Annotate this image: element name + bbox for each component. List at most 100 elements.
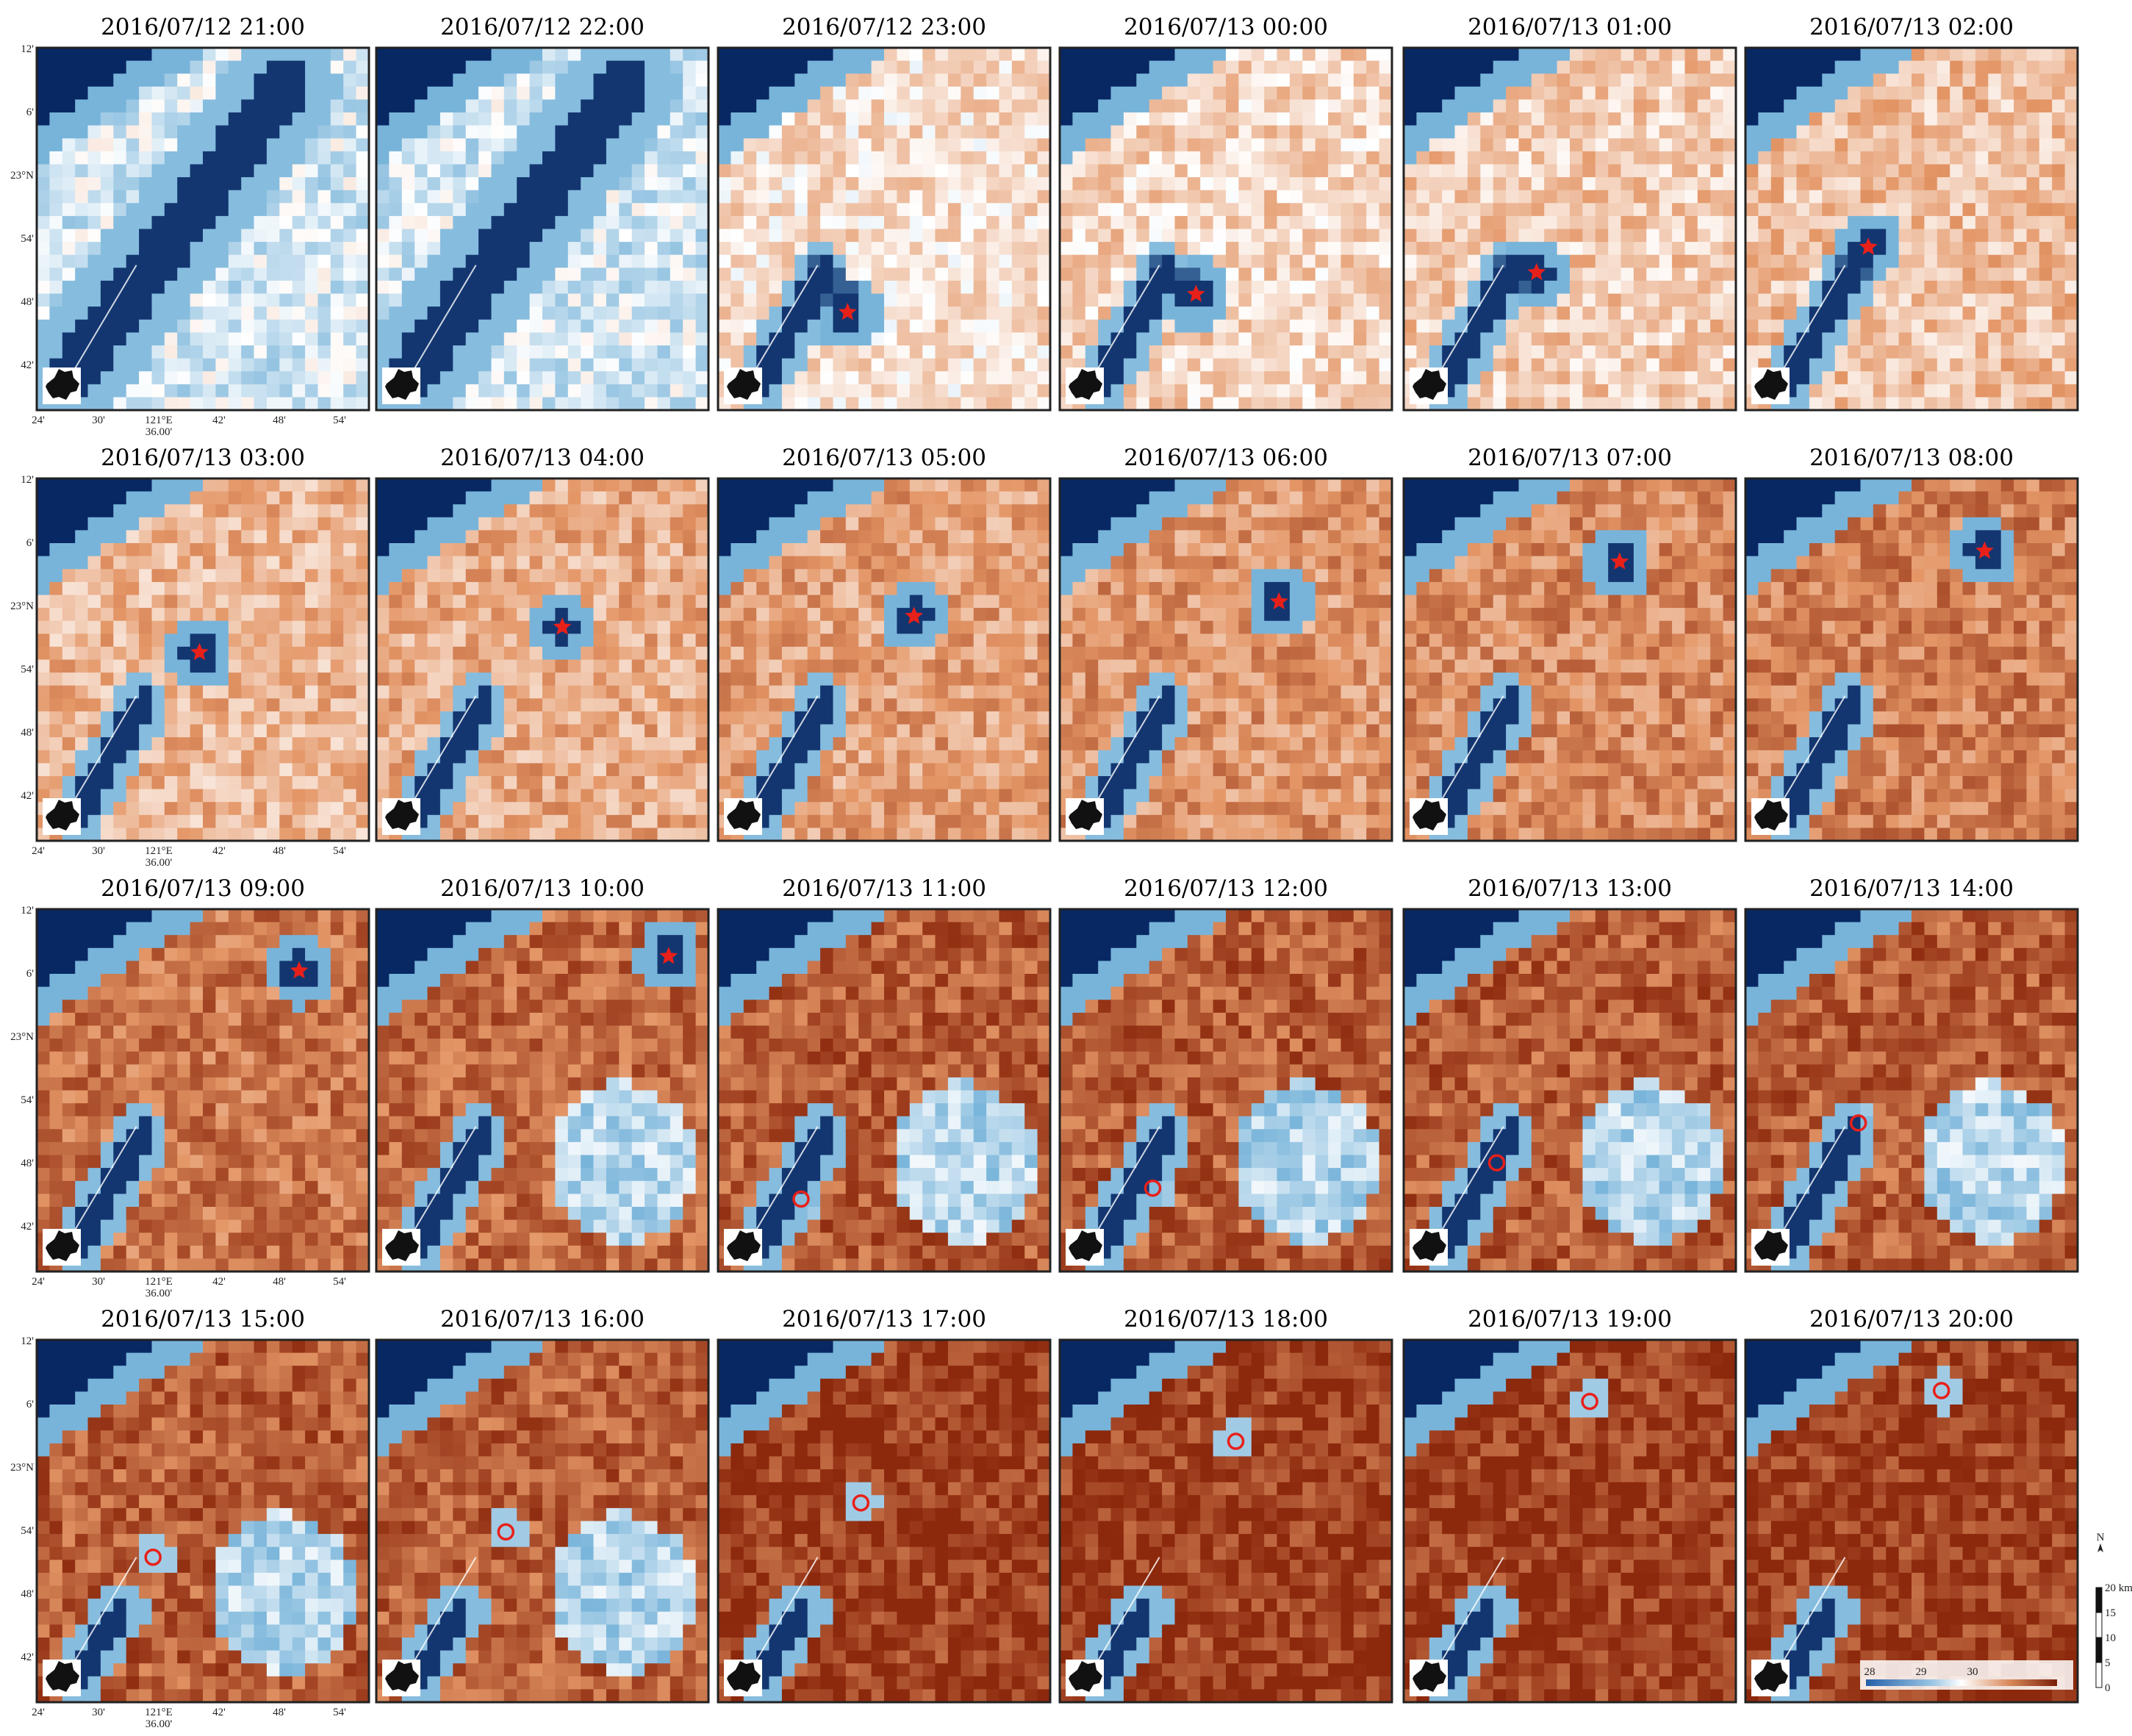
grid-cell — [254, 634, 268, 648]
grid-cell — [1454, 215, 1468, 230]
grid-cell — [1962, 319, 1976, 333]
grid-cell — [1442, 280, 1456, 295]
grid-cell — [1024, 48, 1038, 62]
grid-cell — [113, 478, 127, 492]
grid-cell — [1570, 345, 1583, 359]
grid-cell — [427, 242, 441, 256]
grid-cell — [1060, 125, 1073, 139]
grid-cell — [292, 138, 306, 152]
grid-cell — [215, 595, 229, 609]
grid-cell — [465, 397, 479, 411]
grid-cell — [1187, 125, 1201, 139]
grid-cell — [356, 86, 370, 100]
grid-cell — [1506, 190, 1520, 204]
grid-cell — [1098, 151, 1112, 165]
grid-cell — [1340, 268, 1354, 281]
event-star — [1527, 262, 1546, 281]
grid-cell — [1988, 268, 2002, 281]
grid-cell — [1912, 73, 1925, 87]
grid-cell — [1149, 397, 1163, 411]
grid-cell — [343, 543, 357, 557]
grid-cell — [203, 620, 216, 634]
grid-cell — [414, 229, 428, 243]
grid-cell — [164, 634, 178, 648]
grid-cell — [266, 138, 280, 152]
grid-cell — [1506, 215, 1520, 230]
grid-cell — [973, 254, 987, 268]
grid-cell — [743, 215, 757, 230]
grid-cell — [1289, 306, 1303, 320]
grid-cell — [1950, 268, 1964, 281]
grid-cell — [1822, 86, 1836, 100]
grid-cell — [567, 203, 581, 217]
grid-cell — [581, 112, 595, 126]
grid-cell — [743, 48, 757, 62]
grid-cell — [1912, 242, 1925, 256]
grid-cell — [1379, 86, 1393, 100]
grid-cell — [279, 203, 293, 217]
grid-cell — [1136, 190, 1150, 204]
grid-cell — [1784, 203, 1798, 217]
grid-cell — [1136, 112, 1150, 126]
grid-cell — [670, 125, 683, 139]
grid-cell — [356, 125, 370, 139]
grid-cell — [769, 371, 783, 385]
grid-cell — [75, 737, 89, 751]
grid-cell — [401, 138, 415, 152]
grid-cell — [2052, 332, 2066, 346]
grid-cell — [2039, 358, 2053, 372]
grid-cell — [1264, 203, 1278, 217]
grid-cell — [317, 685, 331, 699]
grid-cell — [1149, 190, 1163, 204]
grid-cell — [330, 280, 344, 295]
grid-cell — [1037, 319, 1051, 333]
grid-cell — [317, 268, 331, 281]
grid-cell — [769, 177, 783, 191]
grid-cell — [1315, 164, 1329, 178]
grid-cell — [1822, 397, 1836, 411]
grid-cell — [1098, 138, 1112, 152]
grid-cell — [909, 254, 923, 268]
grid-cell — [1937, 190, 1950, 204]
grid-cell — [1834, 99, 1848, 113]
grid-cell — [986, 60, 1000, 74]
grid-cell — [619, 397, 633, 411]
grid-cell — [1518, 358, 1532, 372]
grid-cell — [1037, 384, 1051, 398]
grid-cell — [1962, 86, 1976, 100]
grid-cell — [581, 73, 595, 87]
grid-cell — [1060, 229, 1073, 243]
grid-cell — [670, 73, 683, 87]
grid-cell — [190, 151, 204, 165]
grid-cell — [1912, 358, 1925, 372]
grid-cell — [743, 254, 757, 268]
grid-cell — [266, 306, 280, 320]
grid-cell — [151, 698, 165, 712]
grid-cell — [897, 358, 911, 372]
grid-cell — [1809, 125, 1823, 139]
grid-cell — [593, 112, 607, 126]
grid-cell — [657, 384, 671, 398]
grid-cell — [49, 73, 63, 87]
grid-cell — [2039, 371, 2053, 385]
grid-cell — [1277, 345, 1291, 359]
grid-cell — [1024, 151, 1038, 165]
grid-cell — [820, 190, 834, 204]
grid-cell — [1277, 177, 1291, 191]
grid-cell — [330, 608, 344, 622]
grid-cell — [317, 229, 331, 243]
grid-cell — [683, 229, 697, 243]
grid-cell — [619, 48, 633, 62]
grid-cell — [833, 280, 847, 295]
grid-cell — [1328, 345, 1342, 359]
grid-cell — [292, 478, 306, 492]
grid-cell — [1136, 203, 1150, 217]
grid-cell — [986, 293, 1000, 307]
grid-cell — [1200, 73, 1214, 87]
grid-cell — [807, 138, 821, 152]
grid-cell — [1277, 293, 1291, 307]
grid-cell — [1174, 164, 1188, 178]
grid-cell — [1315, 229, 1329, 243]
grid-cell — [807, 215, 821, 230]
grid-cell — [1784, 48, 1798, 62]
